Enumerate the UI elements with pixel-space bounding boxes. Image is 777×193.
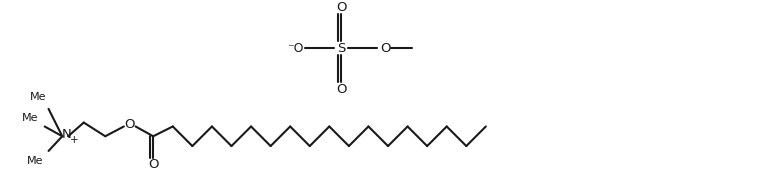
Text: O: O — [148, 158, 159, 171]
Text: S: S — [337, 42, 345, 55]
Text: O: O — [336, 83, 347, 96]
Text: Me: Me — [23, 113, 39, 123]
Text: Me: Me — [30, 92, 47, 102]
Text: O: O — [380, 42, 390, 55]
Text: +: + — [70, 135, 78, 145]
Text: Me: Me — [27, 156, 44, 166]
Text: ⁻O: ⁻O — [287, 42, 303, 55]
Text: O: O — [336, 1, 347, 14]
Text: O: O — [124, 118, 135, 131]
Text: N: N — [61, 128, 71, 141]
